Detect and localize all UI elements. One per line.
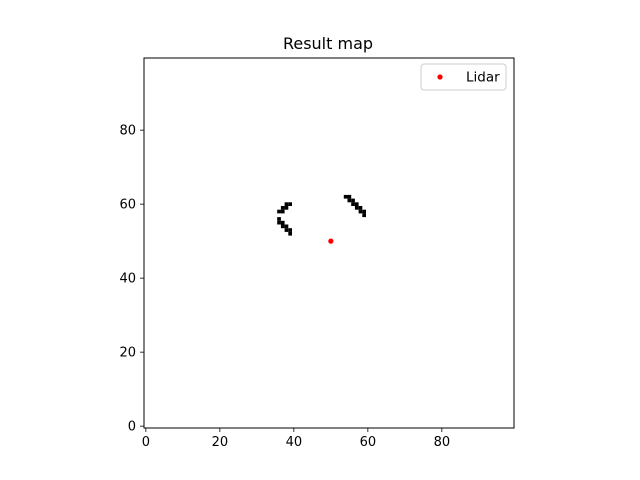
occupied-cell xyxy=(358,209,363,214)
occupied-cell xyxy=(347,194,352,199)
legend-box xyxy=(420,63,507,91)
x-tick-label: 40 xyxy=(286,435,303,450)
lidar-point xyxy=(328,238,334,244)
occupied-cell xyxy=(288,228,292,232)
occupied-cell xyxy=(280,206,285,210)
y-tick-label: 20 xyxy=(119,346,136,361)
y-axis: 0 20 40 60 80 xyxy=(119,124,144,435)
occupied-cell xyxy=(280,209,285,214)
plot-frame xyxy=(143,57,515,429)
occupied-cell xyxy=(347,198,352,203)
occupied-cell xyxy=(284,202,289,206)
occupied-cell xyxy=(354,202,359,206)
occupied-cell xyxy=(354,206,359,210)
occupied-cell xyxy=(362,213,366,218)
occupied-cell xyxy=(362,209,366,214)
x-axis: 0 20 40 60 80 xyxy=(142,428,450,450)
y-tick-label: 40 xyxy=(119,272,136,287)
legend: Lidar xyxy=(420,63,507,91)
plot-background xyxy=(144,58,514,428)
x-tick-label: 20 xyxy=(212,435,229,450)
occupied-cell xyxy=(280,220,285,225)
legend-marker-lidar xyxy=(437,74,443,80)
occupied-cell xyxy=(343,194,348,199)
occupied-cell xyxy=(277,220,281,225)
occupied-cell xyxy=(288,202,292,206)
legend-label-lidar: Lidar xyxy=(466,70,500,86)
occupied-cell xyxy=(284,206,289,210)
occupied-cell xyxy=(284,224,289,229)
x-tick-label: 80 xyxy=(434,435,451,450)
occupied-cell xyxy=(280,224,285,229)
occupied-cell xyxy=(277,209,281,214)
occupancy-cells xyxy=(277,194,366,236)
lidar-points xyxy=(328,238,334,244)
y-tick-label: 0 xyxy=(128,420,136,435)
chart-title: Result map xyxy=(283,34,373,53)
plot-area xyxy=(143,57,515,429)
occupied-cell xyxy=(351,198,355,203)
x-tick-label: 0 xyxy=(142,435,150,450)
occupied-cell xyxy=(277,217,281,221)
occupied-cell xyxy=(288,231,292,236)
y-tick-label: 80 xyxy=(119,124,136,139)
occupied-cell xyxy=(358,206,363,210)
x-tick-label: 60 xyxy=(360,435,377,450)
y-tick-label: 60 xyxy=(119,198,136,213)
occupied-cell xyxy=(284,228,289,232)
occupied-cell xyxy=(351,202,355,206)
